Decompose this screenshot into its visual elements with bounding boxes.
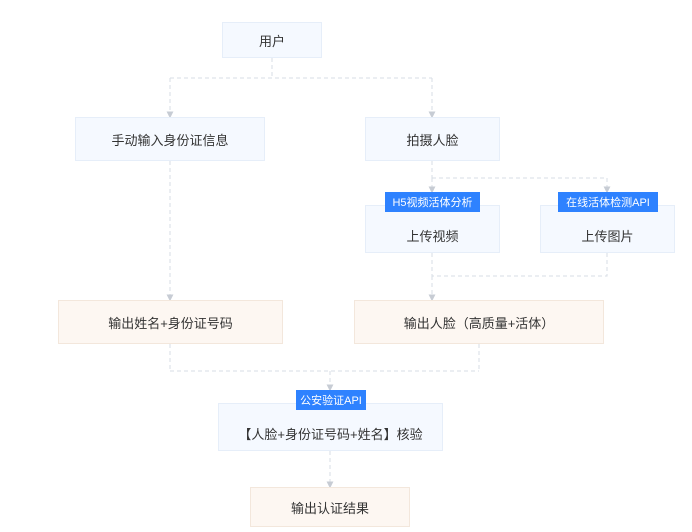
tag-tag_h5: H5视频活体分析 [385,192,480,212]
node-out_face: 输出人脸（高质量+活体） [354,300,604,344]
node-verify: 【人脸+身份证号码+姓名】核验 [218,403,443,451]
tag-tag_police: 公安验证API [296,390,366,410]
node-input_id: 手动输入身份证信息 [75,117,265,161]
node-up_video: 上传视频 [365,205,500,253]
node-result: 输出认证结果 [250,487,410,527]
node-up_image: 上传图片 [540,205,675,253]
tag-tag_online: 在线活体检测API [558,192,658,212]
edge-image_to_join [432,253,607,276]
connector-layer [0,0,692,532]
node-user: 用户 [222,22,322,58]
node-capture: 拍摄人脸 [365,117,500,161]
node-out_name: 输出姓名+身份证号码 [58,300,283,344]
